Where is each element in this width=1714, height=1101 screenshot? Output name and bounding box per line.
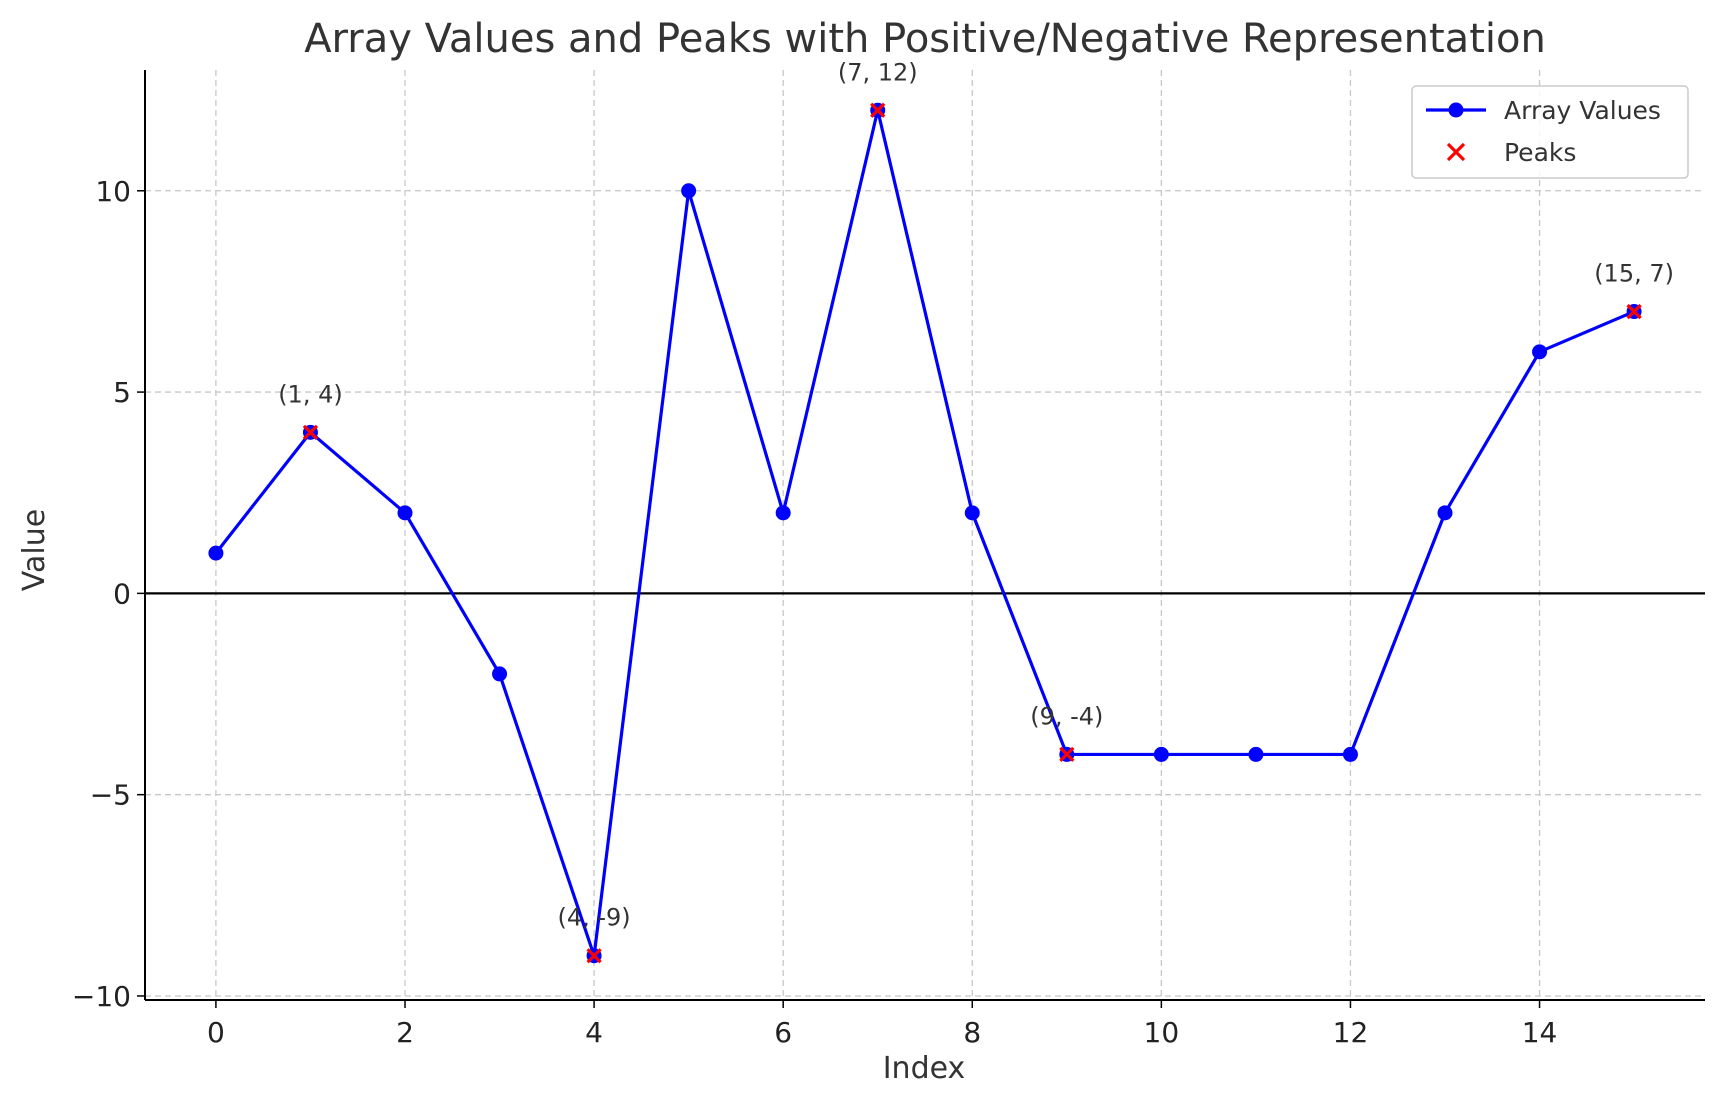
axes [137,70,1705,1008]
data-point [1437,505,1453,521]
peak-marker [1626,303,1642,320]
data-point [681,183,697,199]
chart-title: Array Values and Peaks with Positive/Neg… [304,16,1546,62]
peak-x-stroke [302,424,319,440]
peak-annotation: (1, 4) [278,380,343,408]
data-point [1248,746,1264,762]
y-tick-label: 10 [95,175,131,208]
series-line-segment [403,511,502,676]
peak-annotations: (1, 4) (4, -9) (7, 12) (9, -4) (15, 7) [278,58,1674,931]
data-point [1532,344,1548,360]
y-tick-label: −5 [90,779,131,812]
data-point [208,545,224,561]
x-tick-label: 8 [963,1016,981,1049]
peak-marker [586,948,602,964]
legend-label-peaks: Peaks [1504,138,1576,167]
x-tick-label: 0 [207,1016,225,1049]
tick-labels: 0 2 4 6 8 10 12 14 −10 −5 0 5 10 [72,175,1557,1049]
x-tick-label: 2 [396,1016,414,1049]
peak-annotation: (4, -9) [557,904,630,932]
x-tick-label: 4 [585,1016,603,1049]
peak-marker [302,424,319,440]
peak-marker [1059,746,1075,763]
series-line-segment [781,108,880,515]
data-point [397,505,413,521]
peak-x-stroke [870,102,886,118]
series-line-segment [1348,511,1447,757]
peak-annotation: (15, 7) [1594,260,1674,288]
series-lines [214,108,1636,958]
peak-annotation: (9, -4) [1030,702,1103,730]
peak-x-stroke [1626,303,1642,320]
y-tick-label: 5 [113,376,131,409]
y-tick-label: −10 [72,980,131,1013]
series-line-segment [497,672,596,958]
series-line-segment [214,430,313,555]
series-line-segment [308,430,407,515]
peak-x-stroke [1059,746,1075,763]
series-line-segment [1443,350,1542,515]
peak-annotation: (7, 12) [838,58,918,86]
series-line-segment [592,189,691,958]
series-line-segment [1537,309,1636,354]
peak-markers [302,102,1642,964]
legend-dot-swatch [1448,102,1464,118]
data-point [964,505,980,521]
x-tick-label: 6 [774,1016,792,1049]
data-point [1153,746,1169,762]
legend-label-array-values: Array Values [1504,96,1661,125]
peak-marker [870,102,886,118]
legend: Array Values Peaks [1411,85,1689,179]
x-tick-label: 12 [1333,1016,1369,1049]
data-point [492,666,508,682]
legend-x-swatch [1446,142,1466,162]
y-tick-label: 0 [113,577,131,610]
data-point [1342,746,1358,762]
series-line-segment [687,189,785,515]
y-axis-label: Value [17,509,52,591]
x-axis-label: Index [883,1051,966,1086]
series-line-segment [876,108,974,515]
peak-x-stroke [586,948,602,964]
x-tick-label: 14 [1522,1016,1558,1049]
series-line-segment [970,511,1069,757]
x-tick-label: 10 [1144,1016,1180,1049]
data-point [775,505,791,521]
